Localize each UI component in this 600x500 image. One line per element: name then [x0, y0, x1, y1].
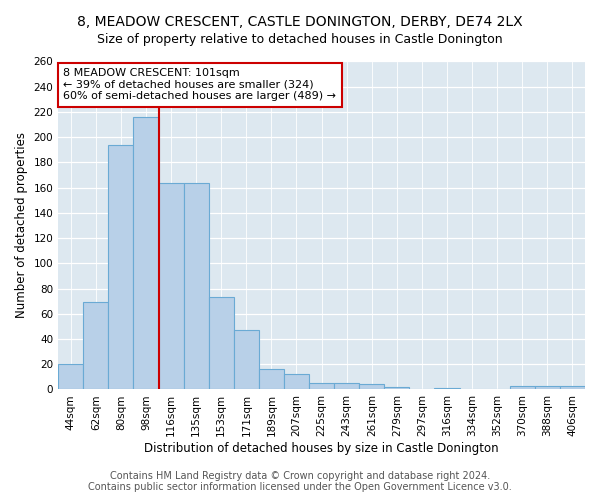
X-axis label: Distribution of detached houses by size in Castle Donington: Distribution of detached houses by size … — [144, 442, 499, 455]
Text: Contains HM Land Registry data © Crown copyright and database right 2024.
Contai: Contains HM Land Registry data © Crown c… — [88, 471, 512, 492]
Bar — [510, 386, 535, 390]
Bar — [109, 145, 133, 390]
Text: 8, MEADOW CRESCENT, CASTLE DONINGTON, DERBY, DE74 2LX: 8, MEADOW CRESCENT, CASTLE DONINGTON, DE… — [77, 15, 523, 29]
Bar — [209, 298, 234, 390]
Bar — [284, 374, 309, 390]
Bar — [234, 330, 259, 390]
Y-axis label: Number of detached properties: Number of detached properties — [15, 132, 28, 318]
Bar — [133, 117, 158, 390]
Bar — [535, 386, 560, 390]
Text: 8 MEADOW CRESCENT: 101sqm
← 39% of detached houses are smaller (324)
60% of semi: 8 MEADOW CRESCENT: 101sqm ← 39% of detac… — [64, 68, 337, 102]
Bar — [184, 182, 209, 390]
Bar — [58, 364, 83, 390]
Bar — [334, 383, 359, 390]
Bar — [385, 387, 409, 390]
Bar — [83, 302, 109, 390]
Bar — [259, 370, 284, 390]
Bar — [560, 386, 585, 390]
Bar — [158, 182, 184, 390]
Bar — [309, 383, 334, 390]
Bar — [434, 388, 460, 390]
Text: Size of property relative to detached houses in Castle Donington: Size of property relative to detached ho… — [97, 32, 503, 46]
Bar — [359, 384, 385, 390]
